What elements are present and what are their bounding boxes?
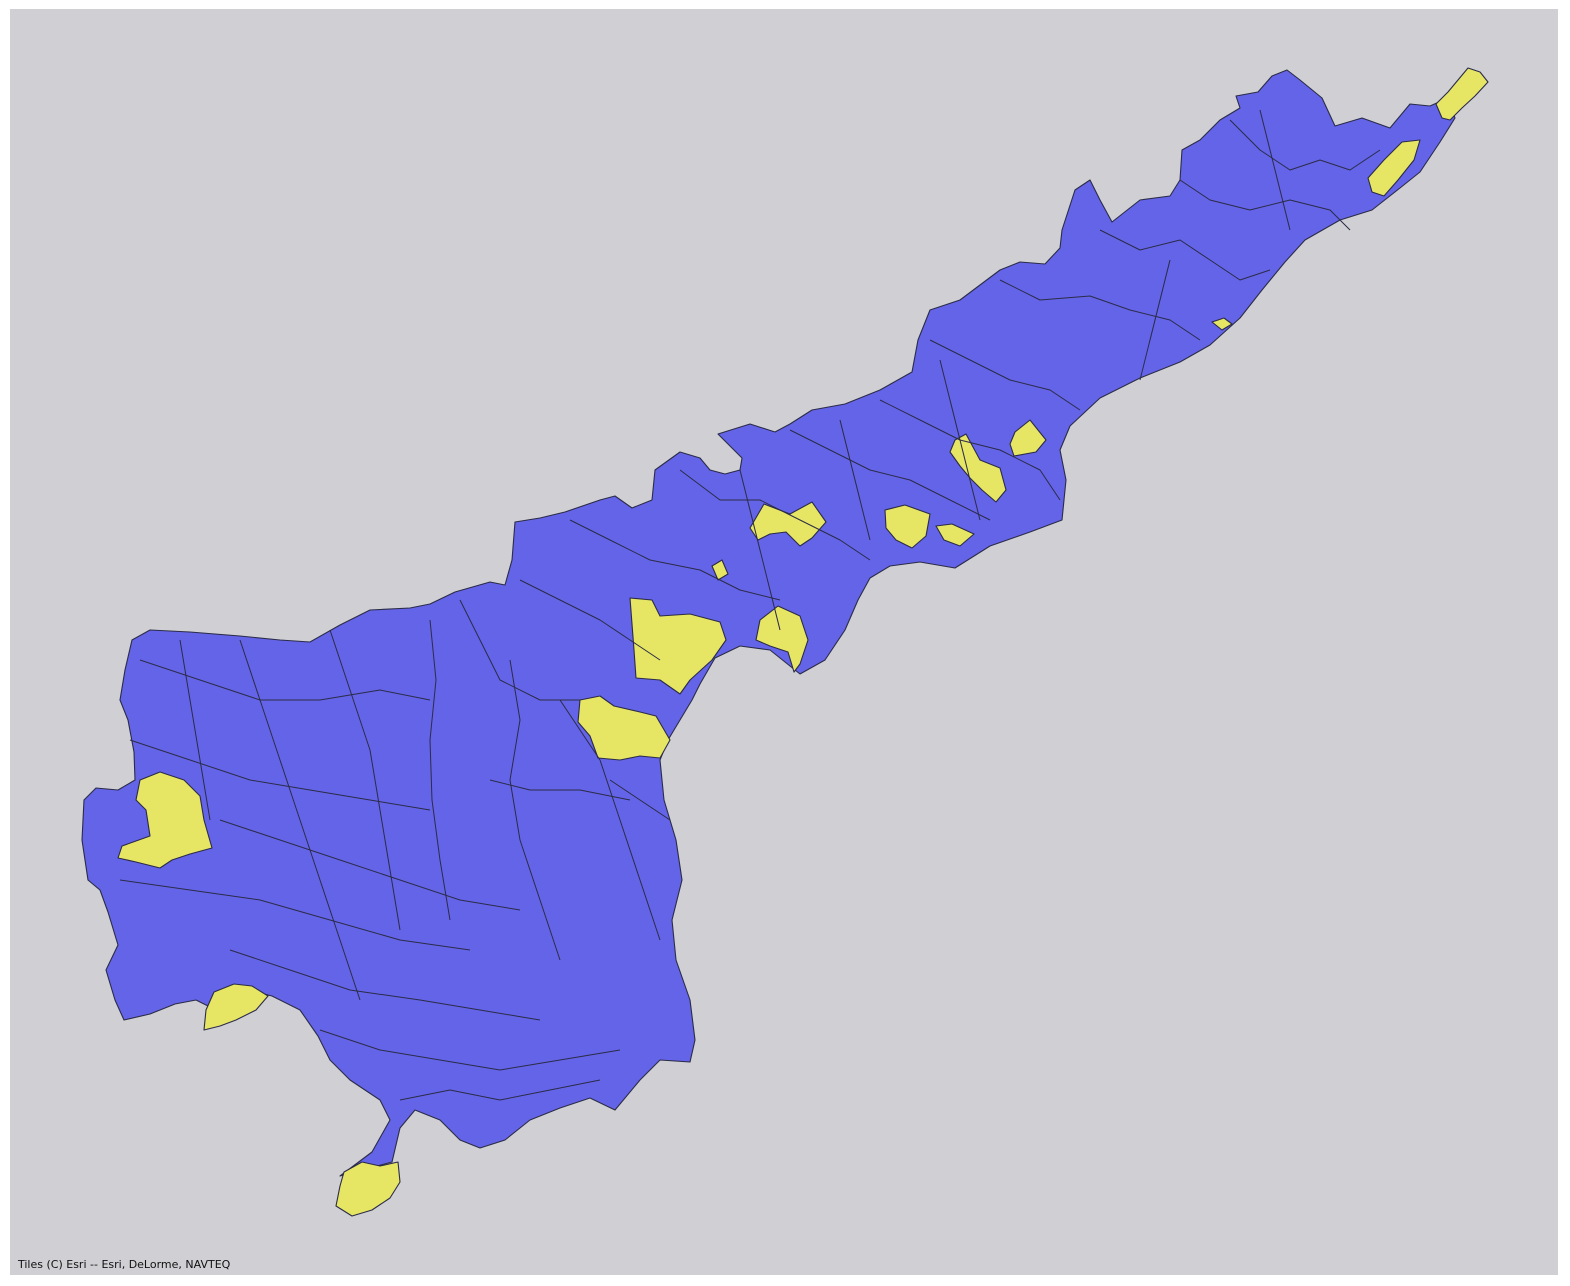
district-boundaries bbox=[119, 109, 1381, 1101]
region-central-f[interactable] bbox=[711, 559, 729, 581]
map-frame: Tiles (C) Esri -- Esri, DeLorme, NAVTEQ bbox=[10, 9, 1558, 1275]
region-central-c[interactable] bbox=[884, 504, 931, 549]
region-coastal-dot[interactable] bbox=[1211, 317, 1233, 331]
region-delta-b[interactable] bbox=[755, 605, 809, 673]
region-central-b[interactable] bbox=[949, 433, 1007, 503]
region-delta-c[interactable] bbox=[577, 695, 671, 761]
choropleth-map bbox=[81, 67, 1489, 1217]
region-coastal-strip[interactable] bbox=[1367, 139, 1421, 197]
region-south-tip[interactable] bbox=[335, 1161, 401, 1217]
region-southwest-b[interactable] bbox=[203, 983, 269, 1031]
region-delta-a[interactable] bbox=[629, 597, 727, 695]
region-northeast-tip[interactable] bbox=[1435, 67, 1489, 121]
map-attribution: Tiles (C) Esri -- Esri, DeLorme, NAVTEQ bbox=[18, 1258, 231, 1271]
region-central-d[interactable] bbox=[935, 523, 975, 547]
region-southwest-a[interactable] bbox=[117, 771, 213, 869]
region-central-a[interactable] bbox=[1009, 419, 1047, 457]
